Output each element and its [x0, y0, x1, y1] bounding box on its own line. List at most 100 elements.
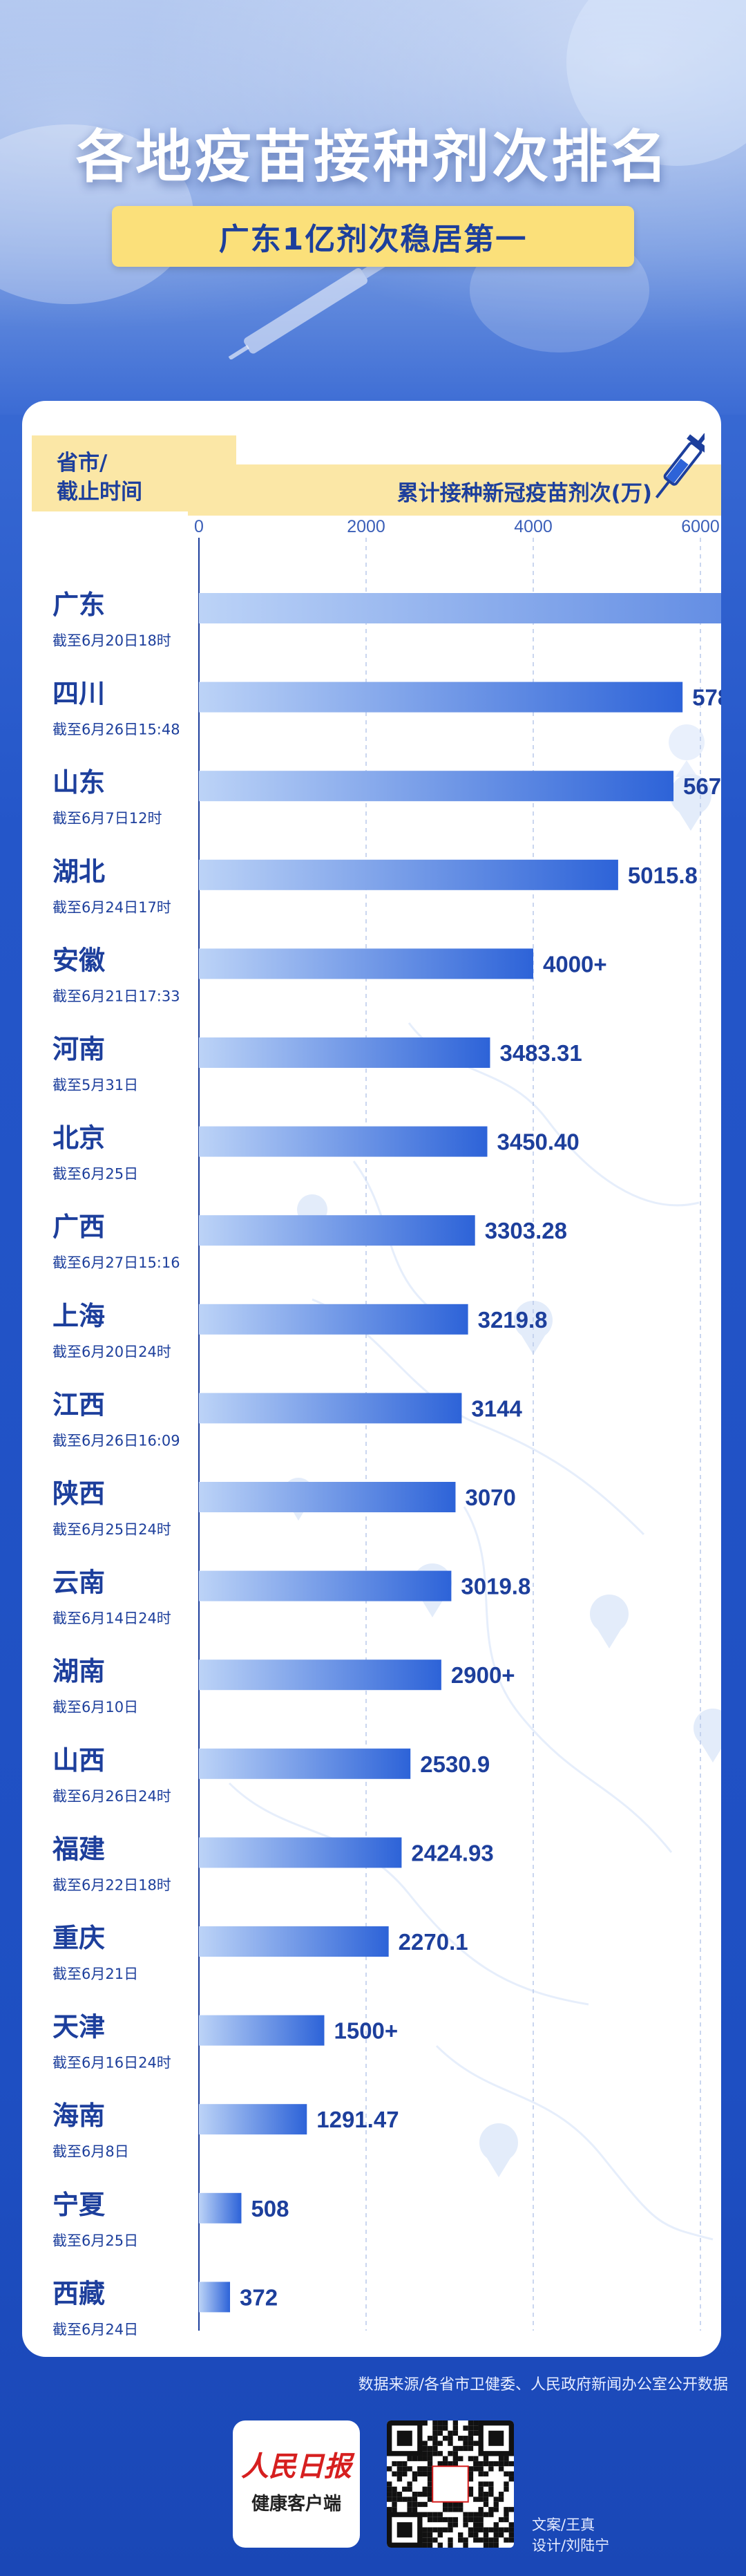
region-label: 北京: [52, 1123, 105, 1154]
qr-module: [432, 2451, 438, 2456]
value-label: 5015.8: [628, 863, 698, 888]
header-region-label: 省市/: [57, 451, 108, 476]
qr-module: [473, 2527, 479, 2532]
value-label: 2530.9: [420, 1751, 490, 1777]
qr-module: [422, 2486, 428, 2492]
qr-module: [427, 2497, 433, 2502]
qr-code: [387, 2420, 514, 2548]
qr-module: [432, 2436, 438, 2441]
qr-module: [504, 2481, 509, 2487]
bar: [199, 1660, 441, 1691]
qr-module: [483, 2532, 489, 2538]
qr-module: [493, 2522, 499, 2528]
qr-module: [392, 2486, 397, 2492]
value-label: 2900+: [451, 1662, 515, 1688]
cutoff-time-label: 截至6月16日24时: [52, 2055, 171, 2071]
qr-module: [396, 2492, 403, 2497]
qr-module: [442, 2461, 448, 2467]
value-label: 3019.8: [461, 1574, 530, 1599]
value-label: 2424.93: [411, 1840, 493, 1865]
qr-module: [488, 2461, 494, 2467]
cutoff-time-label: 截至6月21日17:33: [52, 988, 180, 1004]
qr-module: [478, 2517, 484, 2523]
qr-module: [483, 2481, 489, 2487]
qr-module: [437, 2542, 443, 2548]
bar: [199, 681, 683, 713]
qr-module: [493, 2461, 499, 2467]
qr-module: [478, 2507, 484, 2512]
logo-subtitle: 健康客户端: [251, 2494, 341, 2514]
qr-module: [488, 2481, 494, 2487]
cutoff-time-label: 截至6月14日24时: [52, 1610, 171, 1627]
qr-module: [468, 2456, 474, 2461]
qr-module: [402, 2497, 408, 2502]
qr-module: [478, 2512, 484, 2517]
qr-module: [468, 2476, 474, 2482]
qr-module: [508, 2476, 514, 2482]
qr-module: [468, 2486, 474, 2492]
qr-module: [463, 2522, 468, 2528]
qr-module: [468, 2445, 474, 2452]
bar: [199, 593, 721, 623]
qr-module: [392, 2497, 397, 2502]
logo-script-text: 人民日报: [241, 2450, 352, 2483]
qr-module: [498, 2497, 504, 2502]
qr-finder: [396, 2522, 412, 2538]
qr-module: [458, 2532, 463, 2538]
qr-module: [473, 2512, 479, 2517]
qr-module: [488, 2512, 494, 2517]
qr-module: [427, 2537, 433, 2543]
region-label: 宁夏: [52, 2190, 106, 2220]
region-label: 山东: [52, 767, 105, 798]
qr-module: [422, 2451, 428, 2456]
value-label: 4000+: [543, 951, 607, 977]
qr-module: [427, 2532, 433, 2538]
qr-module: [463, 2425, 468, 2431]
qr-module: [468, 2471, 474, 2476]
qr-module: [508, 2527, 514, 2532]
region-label: 云南: [52, 1568, 105, 1598]
qr-module: [407, 2507, 412, 2512]
bar: [199, 948, 533, 979]
value-label: 1500+: [334, 2018, 399, 2044]
cutoff-time-label: 截至6月25日24时: [52, 1521, 171, 1538]
qr-module: [468, 2466, 474, 2472]
region-label: 江西: [52, 1389, 105, 1420]
bar: [199, 1926, 389, 1957]
x-tick-label: 6000: [681, 517, 720, 536]
cutoff-time-label: 截至6月26日15:48: [52, 722, 180, 738]
qr-module: [422, 2501, 428, 2508]
qr-module: [407, 2497, 412, 2502]
people-daily-health-logo: 人民日报 健康客户端: [233, 2420, 360, 2548]
qr-module: [458, 2445, 463, 2452]
qr-module: [437, 2512, 443, 2517]
qr-module: [448, 2537, 453, 2543]
qr-module: [427, 2512, 433, 2517]
qr-module: [468, 2527, 474, 2532]
qr-module: [504, 2471, 509, 2476]
qr-module: [508, 2471, 514, 2476]
qr-module: [448, 2441, 453, 2446]
qr-module: [387, 2507, 392, 2512]
qr-module: [488, 2542, 494, 2548]
qr-module: [483, 2471, 489, 2476]
qr-module: [427, 2476, 433, 2482]
qr-module: [427, 2481, 433, 2487]
qr-module: [427, 2527, 433, 2532]
qr-module: [448, 2501, 453, 2508]
region-label: 福建: [52, 1834, 105, 1864]
qr-module: [493, 2527, 499, 2532]
qr-module: [498, 2492, 504, 2497]
qr-module: [417, 2466, 423, 2472]
qr-module: [417, 2471, 423, 2476]
qr-module: [437, 2461, 443, 2467]
qr-module: [488, 2486, 494, 2492]
qr-module: [468, 2430, 474, 2436]
qr-module: [442, 2436, 448, 2441]
qr-module: [427, 2542, 433, 2548]
qr-module: [396, 2471, 403, 2476]
bar: [199, 1482, 456, 1512]
qr-module: [437, 2420, 443, 2426]
qr-module: [473, 2517, 479, 2523]
bar: [199, 1837, 402, 1868]
